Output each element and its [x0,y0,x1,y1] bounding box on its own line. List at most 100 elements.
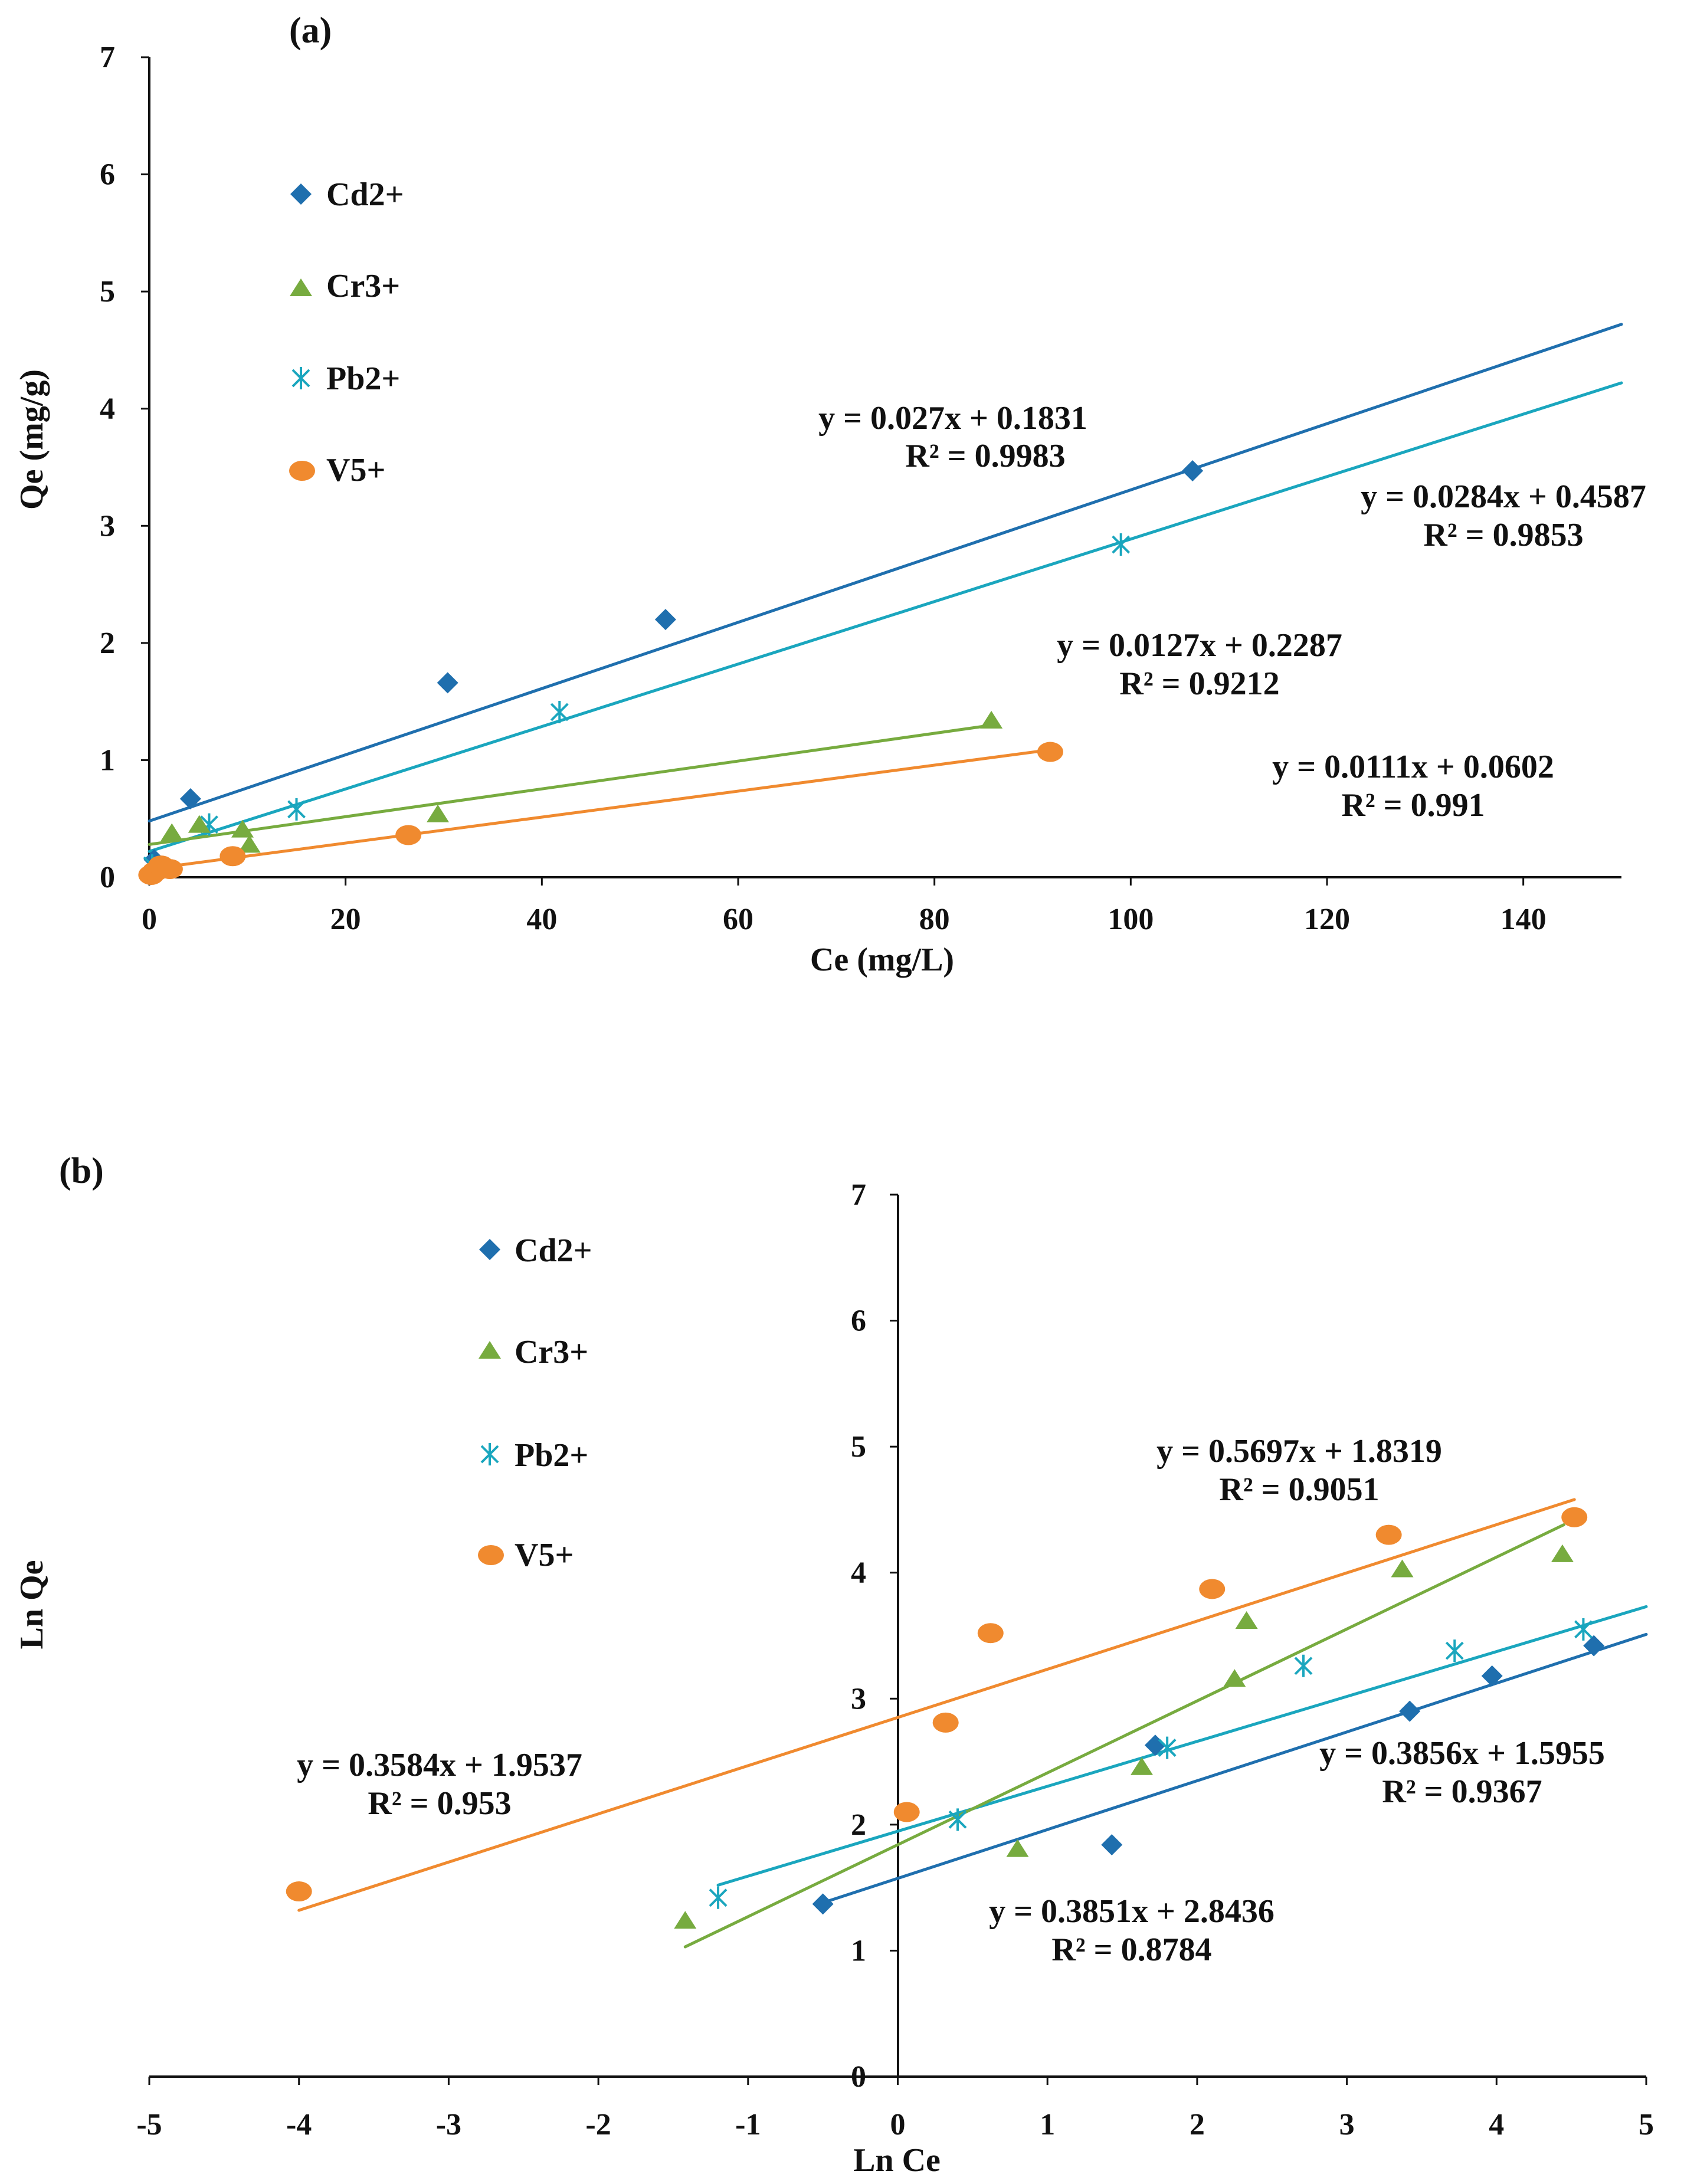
equation-cd-a: y = 0.027x + 0.1831 R² = 0.9983 [818,400,1087,474]
data-point-pb-b [1294,1654,1313,1677]
legend-label-pb-a: Pb2+ [326,360,400,397]
legend-item-pb-b: Pb2+ [480,1437,588,1474]
data-point-v-b [1199,1579,1226,1599]
equation-text-v-a: y = 0.0111x + 0.0602 [1272,749,1554,785]
trendline-pb-b [716,1605,1648,1887]
data-point-pb-a [1112,533,1131,556]
x-tick-label-b: 1 [1040,2108,1055,2142]
data-point-cd-a [1182,460,1204,481]
chart-panel-a: (a) 0 20 40 60 80 100 120 140 0 1 2 3 4 5 6 7 Ce (mg/L)… [14,11,1646,978]
x-axis-label-b: Ln Ce [853,2142,941,2179]
data-point-v-a [219,846,246,867]
x-tick-label-a: 120 [1304,903,1350,936]
data-point-cd-a [179,788,201,809]
equation-text-cd-a: y = 0.027x + 0.1831 [818,400,1087,437]
data-point-cd-b [1399,1700,1421,1722]
data-point-cd-b [1583,1635,1605,1657]
trendline-cd-a [148,323,1623,823]
equation-cr-b: y = 0.5697x + 1.8319 R² = 0.9051 [1156,1433,1442,1508]
data-point-pb-a [550,701,569,724]
legend-marker-v-b [478,1545,504,1565]
equation-pb-a: y = 0.0284x + 0.4587 R² = 0.9853 [1361,478,1646,553]
x-tick-label-a: 0 [142,903,157,936]
y-tick-label-b: 3 [851,1682,866,1716]
data-point-cr-b [1391,1559,1414,1578]
legend-item-cr-b: Cr3+ [479,1334,588,1370]
legend-marker-v-a [289,461,315,481]
trendlines-b [297,1498,1648,1949]
data-point-cr-a [160,823,184,841]
equation-text-v-b: y = 0.3584x + 1.9537 [297,1747,582,1783]
trendline-cd-b [821,1632,1648,1904]
trendline-v-b [297,1498,1576,1912]
y-tick-label-b: 4 [851,1556,866,1590]
x-tick-label-b: -5 [136,2108,162,2142]
data-point-cr-a [188,815,211,833]
axes-b [148,1193,1647,2085]
x-tick-label-b: 5 [1639,2108,1654,2142]
x-tick-label-b: 2 [1190,2108,1205,2142]
legend-label-cr-b: Cr3+ [515,1334,588,1370]
legend-b: Cd2+ Cr3+ Pb2+ V5+ [478,1232,592,1573]
r2-text-cr-a: R² = 0.9212 [1119,665,1279,702]
equation-v-b: y = 0.3584x + 1.9537 R² = 0.953 [297,1747,582,1822]
y-tick-label-a: 6 [100,158,115,192]
y-tick-label-a: 2 [100,627,115,660]
x-tick-label-a: 80 [919,903,950,936]
axes-a [141,56,1621,886]
panel-label-a: (a) [289,11,332,51]
data-point-cr-a [427,804,450,822]
y-tick-label-a: 5 [100,275,115,309]
data-point-v-b [1561,1507,1588,1527]
data-point-pb-b [1445,1639,1464,1662]
data-points-b [286,1507,1605,1929]
equation-text-pb-b: y = 0.3851x + 2.8436 [989,1893,1274,1930]
x-tick-label-b: 3 [1339,2108,1355,2142]
panel-label-b: (b) [59,1151,104,1191]
legend-label-pb-b: Pb2+ [515,1437,588,1474]
legend-label-cr-a: Cr3+ [326,268,400,304]
x-tick-label-a: 40 [526,903,557,936]
data-point-cr-b [1235,1611,1258,1629]
y-tick-label-a: 3 [100,509,115,543]
legend-item-v-b: V5+ [478,1537,574,1573]
equation-text-pb-a: y = 0.0284x + 0.4587 [1361,478,1646,515]
tick-labels-a: 0 20 40 60 80 100 120 140 0 1 2 3 4 5 6 7 [100,41,1547,936]
trendline-cr-b [683,1523,1565,1949]
equation-text-cd-b: y = 0.3856x + 1.5955 [1319,1735,1605,1772]
data-point-cr-b [1131,1757,1154,1775]
data-point-v-b [286,1881,312,1902]
data-point-pb-a [287,798,306,821]
y-tick-label-b: 2 [851,1808,866,1842]
y-axis-label-b: Ln Qe [14,1560,50,1650]
y-tick-label-b: 7 [851,1178,866,1212]
x-tick-label-a: 140 [1500,903,1547,936]
legend-a: Cd2+ Cr3+ Pb2+ V5+ [289,176,404,488]
legend-marker-pb-b [480,1443,499,1465]
equation-pb-b: y = 0.3851x + 2.8436 R² = 0.8784 [989,1893,1274,1968]
legend-item-pb-a: Pb2+ [291,360,400,397]
data-point-cr-b [1551,1544,1574,1562]
legend-marker-cd-b [479,1239,500,1260]
equation-cd-b: y = 0.3856x + 1.5955 R² = 0.9367 [1319,1735,1605,1810]
data-point-cr-b [1006,1839,1029,1857]
legend-marker-cr-b [479,1341,501,1359]
legend-marker-cd-a [290,183,312,205]
r2-text-cd-b: R² = 0.9367 [1382,1773,1542,1810]
equation-cr-a: y = 0.0127x + 0.2287 R² = 0.9212 [1057,627,1342,702]
data-point-v-a [156,859,183,880]
data-point-pb-b [709,1886,728,1909]
legend-item-cd-a: Cd2+ [290,176,404,213]
y-tick-label-a: 1 [100,743,115,777]
r2-text-pb-b: R² = 0.8784 [1051,1932,1211,1968]
tick-labels-b: -5 -4 -3 -2 -1 0 1 2 3 4 5 0 1 2 3 4 5 6 7 [136,1178,1654,2142]
data-points-a [138,460,1204,886]
data-point-cr-a [238,835,261,853]
y-tick-label-a: 4 [100,392,115,426]
x-axis-label-a: Ce (mg/L) [810,942,954,978]
data-point-cd-a [654,609,676,631]
data-point-pb-b [1158,1736,1177,1759]
x-tick-label-a: 20 [330,903,361,936]
data-point-cd-b [1481,1665,1503,1687]
